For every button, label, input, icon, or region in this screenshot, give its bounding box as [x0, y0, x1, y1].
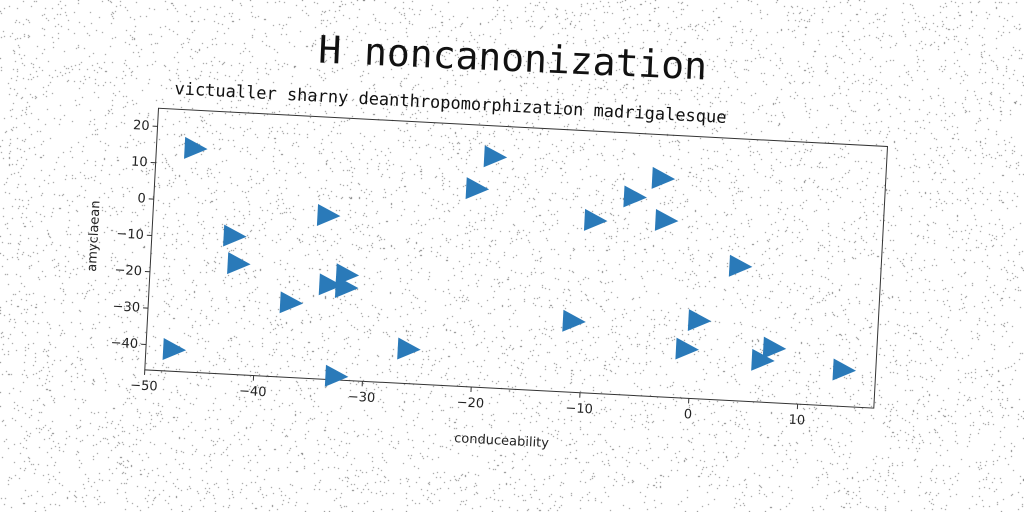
x-tick-label: −10	[565, 401, 593, 417]
x-axis-label: conduceability	[454, 431, 550, 451]
chart-title: victualler sharny deanthropomorphization…	[174, 79, 727, 128]
data-point-marker	[184, 136, 208, 159]
y-axis-label: amyclaean	[85, 200, 104, 272]
data-point-marker	[279, 291, 304, 314]
data-point-marker	[397, 337, 421, 360]
data-point-marker	[832, 358, 857, 381]
y-tick-label: 0	[137, 191, 146, 206]
data-point-marker	[324, 364, 349, 387]
chart-rotated-group: victualler sharny deanthropomorphization…	[85, 79, 889, 451]
data-point-marker	[762, 336, 787, 359]
data-point-marker	[651, 166, 676, 189]
y-tick-label: 10	[131, 154, 148, 170]
plot-frame	[144, 107, 889, 409]
y-tick-label: 20	[133, 118, 150, 134]
data-point-marker	[583, 208, 608, 231]
y-tick-label: −10	[116, 227, 144, 243]
data-point-marker	[751, 348, 775, 371]
x-tick-label: 10	[788, 413, 805, 429]
x-tick-label: −40	[239, 384, 267, 400]
x-tick-label: −30	[347, 390, 375, 406]
x-tick-label: 0	[683, 407, 692, 422]
data-point-marker	[316, 203, 341, 226]
x-tick-label: −20	[456, 395, 484, 411]
x-tick-label: −50	[130, 378, 158, 394]
data-point-marker	[483, 145, 508, 168]
data-point-marker	[728, 254, 753, 277]
data-point-marker	[223, 224, 247, 247]
data-point-marker	[675, 337, 699, 360]
y-tick-label: −40	[110, 336, 138, 352]
data-point-marker	[318, 273, 343, 296]
data-point-marker	[562, 309, 586, 332]
data-point-marker	[654, 208, 679, 231]
data-point-marker	[623, 185, 647, 208]
axis-ticks: −50 −40 −30 −20 −10 0 10 20 10 0 −10 −20 −30 −40	[110, 118, 805, 429]
data-point-marker	[162, 338, 187, 360]
data-point-marker	[465, 177, 490, 200]
y-tick-label: −20	[114, 263, 142, 279]
data-points	[162, 136, 857, 387]
y-tick-label: −30	[112, 299, 140, 315]
data-point-marker	[687, 309, 712, 332]
data-point-marker	[334, 275, 359, 298]
data-point-marker	[227, 252, 251, 275]
